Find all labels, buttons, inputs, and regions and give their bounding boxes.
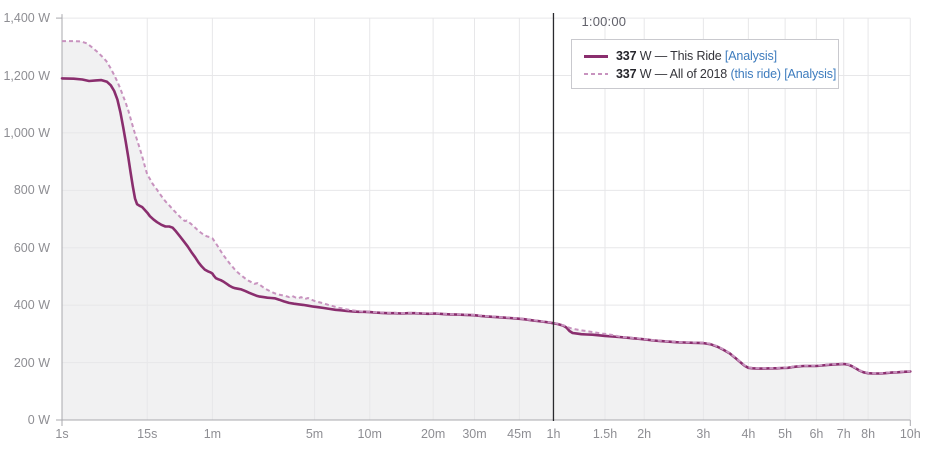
this-ride-analysis-link[interactable]: [Analysis] <box>724 49 777 63</box>
all-of-2018-label: W — All of 2018 <box>636 67 731 81</box>
y-tick-label: 1,400 W <box>3 11 50 26</box>
y-tick-label: 0 W <box>27 413 50 427</box>
x-tick-label: 1s <box>55 427 69 441</box>
y-tick-label: 1,000 W <box>3 125 50 140</box>
y-tick-label: 1,200 W <box>3 68 50 83</box>
y-tick-label: 600 W <box>13 240 50 255</box>
all-of-2018-analysis-link[interactable]: [Analysis] <box>784 67 837 81</box>
all-of-2018-line[interactable] <box>62 40 911 375</box>
x-tick-label: 45m <box>507 427 532 441</box>
x-tick-label: 3h <box>696 427 711 441</box>
x-tick-label: 5m <box>305 427 324 441</box>
area-fill <box>62 41 911 420</box>
x-tick-label: 2h <box>637 427 652 441</box>
all-of-2018-line-swatch <box>584 73 608 75</box>
cursor-time-label: 1:00:00 <box>581 14 627 29</box>
this-ride-label: W — This Ride <box>636 49 725 63</box>
y-tick-label: 400 W <box>13 298 50 313</box>
x-tick-label: 4h <box>741 427 756 441</box>
chart-legend: 337 W — This Ride [Analysis] 337 W — All… <box>571 39 839 89</box>
x-tick-label: 10h <box>899 427 921 441</box>
x-tick-label: 6h <box>809 427 824 441</box>
legend-row-this-ride: 337 W — This Ride [Analysis] <box>584 47 828 65</box>
x-tick-label: 10m <box>357 427 382 441</box>
x-tick-label: 1h <box>546 427 561 441</box>
x-tick-label: 1.5h <box>592 427 618 441</box>
x-tick-label: 30m <box>462 427 487 441</box>
x-tick-label: 8h <box>861 427 876 441</box>
this-ride-value: 337 <box>616 49 637 63</box>
x-tick-label: 7h <box>836 427 851 441</box>
legend-row-all-of-2018: 337 W — All of 2018 (this ride) [Analysi… <box>584 65 836 83</box>
x-tick-label: 5h <box>778 427 793 441</box>
x-tick-label: 1m <box>203 427 222 441</box>
x-tick-label: 20m <box>420 427 446 441</box>
this-ride-paren-link[interactable]: (this ride) <box>730 67 781 81</box>
y-tick-label: 200 W <box>13 355 50 370</box>
x-tick-label: 15s <box>137 427 158 441</box>
y-tick-label: 800 W <box>13 183 50 198</box>
this-ride-line-swatch <box>584 54 608 58</box>
all-of-2018-value: 337 <box>616 67 637 81</box>
